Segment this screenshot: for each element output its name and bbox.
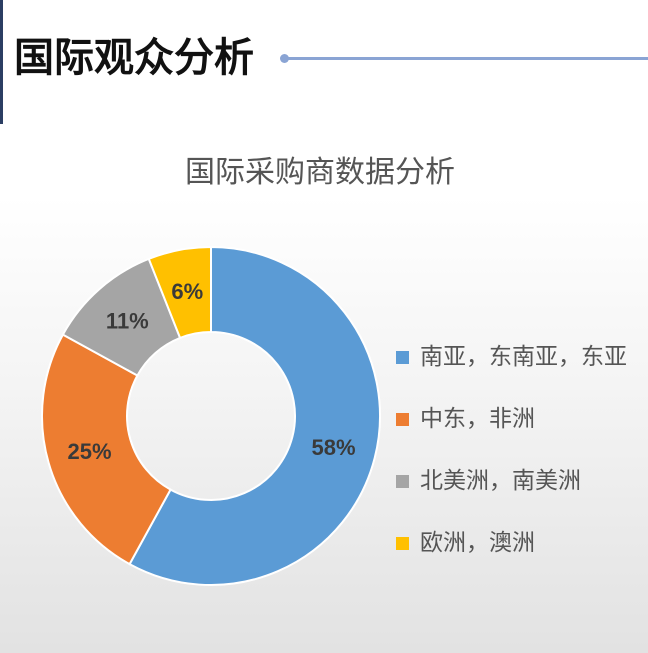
title-underline-rule xyxy=(286,57,648,60)
legend-item-1: 南亚，东南亚，东亚 xyxy=(396,340,627,402)
title-underline xyxy=(280,54,648,63)
chart-legend: 南亚，东南亚，东亚 中东，非洲北美洲，南美洲 欧洲，澳洲 xyxy=(396,340,627,588)
donut-chart: 58% 25% 11% 6% xyxy=(41,245,381,586)
legend-swatch-4 xyxy=(396,537,409,550)
legend-swatch-1 xyxy=(396,351,409,364)
legend-label-1: 南亚，东南亚，东亚 xyxy=(420,344,627,370)
legend-item-4: 欧洲，澳洲 xyxy=(396,526,627,588)
donut-data-labels: 58% 25% 11% 6% xyxy=(67,279,355,464)
donut-slice-4 xyxy=(147,245,212,340)
donut-slice-1 xyxy=(128,245,381,586)
legend-item-2: 中东，非洲 xyxy=(396,402,627,464)
data-label-2: 25% xyxy=(67,439,111,464)
left-accent-bar xyxy=(0,0,3,124)
legend-label-3: 北美洲，南美洲 xyxy=(420,468,581,494)
legend-label-2: 中东，非洲 xyxy=(420,406,535,432)
title-underline-dot xyxy=(280,54,289,63)
page-title: 国际观众分析 xyxy=(14,35,254,81)
data-label-1: 58% xyxy=(312,435,356,460)
data-label-4: 6% xyxy=(171,279,203,304)
legend-swatch-2 xyxy=(396,413,409,426)
chart-title: 国际采购商数据分析 xyxy=(185,155,455,190)
legend-item-3: 北美洲，南美洲 xyxy=(396,464,627,526)
legend-label-4: 欧洲，澳洲 xyxy=(420,530,535,556)
data-label-3: 11% xyxy=(106,309,149,334)
donut-slice-2 xyxy=(41,333,172,566)
donut-slices xyxy=(41,245,381,586)
legend-swatch-3 xyxy=(396,475,409,488)
